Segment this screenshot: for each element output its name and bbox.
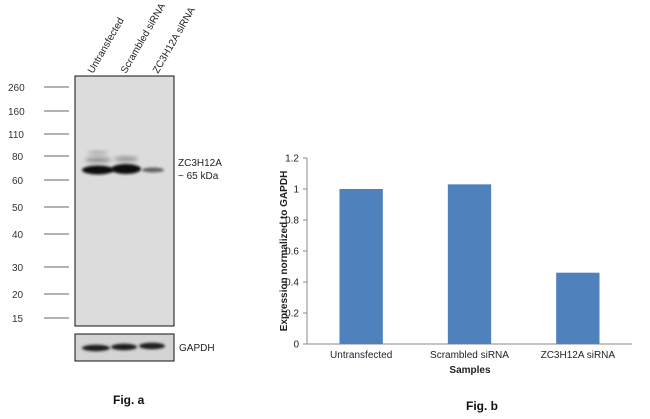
band-lane-2 [111, 164, 141, 174]
bar-group [339, 184, 600, 344]
y-tick-label: 0.2 [285, 309, 299, 320]
zc3h12a-bands [82, 151, 164, 175]
bar-chart: 0 0.2 0.4 0.6 0.8 1 1.2 Untransfected Scrambled… [279, 154, 632, 376]
band-lane-3 [142, 167, 164, 173]
y-axis-title: Expression normalized to GAPDH [279, 171, 290, 332]
x-axis-title: Samples [449, 365, 491, 376]
blot-membrane [74, 75, 175, 327]
y-tick-group: 0 0.2 0.4 0.6 0.8 1 1.2 [285, 154, 307, 351]
mw-label-260: 260 [8, 83, 25, 94]
mw-label-110: 110 [8, 130, 24, 141]
gapdh-band-lane-1 [82, 344, 110, 352]
mw-label-50: 50 [12, 203, 24, 214]
y-tick-label: 0.4 [285, 278, 299, 289]
mw-label-30: 30 [12, 263, 24, 274]
x-tick-label: Scrambled siRNA [430, 350, 509, 361]
y-tick-label: 0.6 [285, 247, 299, 258]
fig-b-label: Fig. b [466, 399, 498, 413]
mw-label-80: 80 [12, 152, 24, 163]
y-tick-label: 1 [293, 185, 299, 196]
bar-scrambled-sirna [447, 184, 492, 344]
band-label-size: ~ 65 kDa [178, 171, 219, 182]
mw-label-60: 60 [12, 176, 24, 187]
band-lane-1-upper [88, 151, 108, 155]
band-label-name: ZC3H12A [178, 158, 222, 169]
y-tick-label: 0 [293, 340, 299, 351]
mw-marker-ladder: 260 160 110 80 60 50 40 30 20 15 [8, 83, 69, 325]
band-lane-1 [82, 165, 114, 175]
fig-a-label: Fig. a [113, 393, 145, 407]
mw-label-20: 20 [12, 290, 24, 301]
gapdh-band-lane-3 [139, 342, 165, 350]
mw-label-40: 40 [12, 230, 24, 241]
gapdh-label: GAPDH [179, 343, 215, 354]
y-tick-label: 1.2 [285, 154, 299, 165]
bar-untransfected [339, 189, 383, 344]
band-lane-1-smear [85, 157, 111, 163]
mw-label-15: 15 [12, 314, 24, 325]
mw-label-160: 160 [8, 107, 25, 118]
x-tick-labels: Untransfected Scrambled siRNA ZC3H12A siRN… [330, 350, 615, 361]
bar-zc3h12a-sirna [556, 272, 600, 344]
x-tick-label: Untransfected [330, 350, 392, 361]
y-tick-label: 0.8 [285, 216, 299, 227]
gapdh-band-lane-2 [111, 343, 137, 351]
x-tick-label: ZC3H12A siRNA [541, 350, 616, 361]
western-blot: Untransfected Scrambled siRNA ZC3H12A si… [8, 1, 222, 407]
band-lane-2-smear [114, 156, 138, 162]
